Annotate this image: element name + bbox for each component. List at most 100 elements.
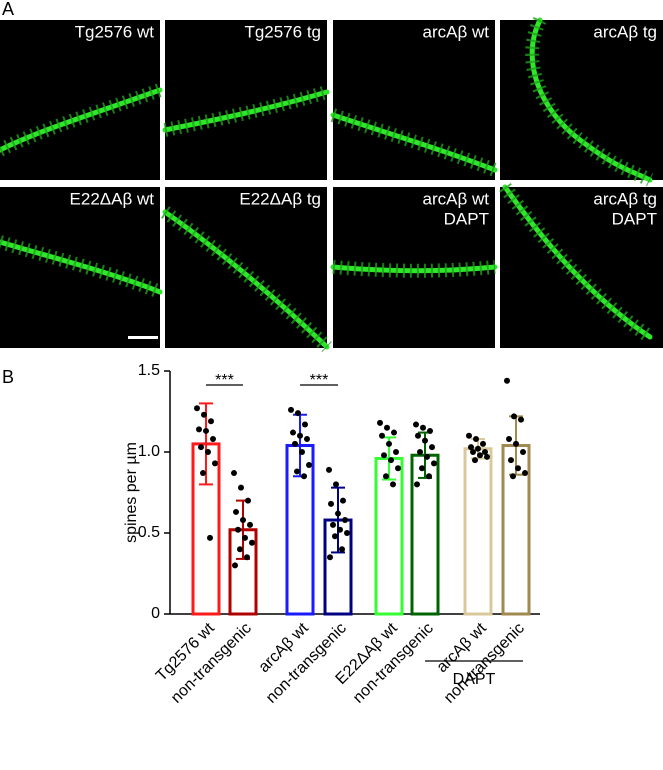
image-label: Tg2576 wt: [75, 22, 155, 41]
data-point: [292, 440, 298, 447]
data-point: [466, 432, 472, 439]
y-tick-label: 1.5: [138, 362, 160, 379]
panel-letter: A: [2, 0, 14, 19]
data-point: [249, 539, 255, 546]
group-label: DAPT: [453, 671, 496, 688]
data-point: [297, 432, 303, 439]
data-point: [504, 377, 510, 384]
y-tick-label: 1.0: [138, 443, 160, 460]
bar: [410, 453, 440, 616]
data-point: [198, 444, 204, 451]
data-point: [301, 473, 307, 480]
data-point: [477, 452, 483, 459]
micrograph: [333, 20, 495, 180]
dendrite-spines: [163, 85, 329, 137]
data-point: [395, 465, 401, 472]
data-point: [482, 449, 488, 455]
data-point: [508, 457, 514, 464]
data-point: [391, 429, 397, 436]
dendrite-spines: [0, 235, 163, 299]
dendrite: [330, 108, 498, 177]
image-label: arcAβ wt: [423, 22, 490, 41]
data-point: [381, 452, 387, 459]
data-point: [337, 526, 343, 533]
data-point: [470, 449, 476, 455]
data-point: [245, 497, 251, 504]
dendrite: [162, 85, 330, 137]
data-point: [429, 444, 435, 451]
data-point: [419, 465, 425, 472]
data-point: [415, 432, 421, 439]
data-point: [390, 481, 396, 488]
data-point: [386, 440, 392, 447]
data-point: [511, 413, 517, 420]
data-point: [472, 457, 478, 464]
dendrite: [160, 206, 332, 353]
data-point: [194, 405, 200, 412]
data-point: [468, 444, 474, 451]
dendrite: [0, 235, 163, 299]
image-label: E22ΔAβ tg: [239, 189, 321, 208]
data-point: [288, 406, 294, 413]
dendrite-spines: [332, 260, 496, 278]
data-point: [427, 427, 433, 434]
significance-label: ***: [310, 372, 329, 389]
image-label: DAPT: [444, 209, 489, 228]
data-point: [417, 449, 423, 455]
data-point: [196, 426, 202, 433]
image-label: Tg2576 tg: [244, 22, 321, 41]
data-point: [327, 554, 333, 561]
data-point: [377, 419, 383, 426]
data-point: [237, 546, 243, 553]
data-point: [233, 508, 239, 515]
data-point: [388, 457, 394, 464]
data-point: [242, 534, 248, 541]
data-point: [480, 440, 486, 447]
data-point: [339, 546, 345, 553]
data-point: [506, 436, 512, 443]
data-point: [383, 473, 389, 480]
data-point: [295, 410, 301, 417]
data-point: [420, 424, 426, 431]
dendrite-shaft: [162, 209, 330, 350]
data-point: [231, 470, 237, 477]
data-point: [422, 437, 428, 444]
data-point: [205, 449, 211, 455]
data-point: [342, 517, 348, 524]
data-point: [520, 449, 526, 455]
image-label: DAPT: [612, 209, 657, 228]
data-point: [431, 460, 437, 467]
data-point: [299, 449, 305, 455]
data-point: [304, 436, 310, 443]
image-label: arcAβ wt: [423, 189, 490, 208]
data-point: [475, 445, 481, 452]
data-point: [522, 470, 528, 477]
data-point: [333, 481, 339, 488]
dendrite: [0, 83, 163, 157]
y-axis-label: spines per µm: [123, 442, 140, 543]
data-point: [379, 432, 385, 439]
data-point: [426, 473, 432, 480]
data-point: [240, 517, 246, 524]
data-point: [328, 500, 334, 507]
dendrite: [525, 16, 654, 187]
data-point: [238, 484, 244, 491]
image-label: E22ΔAβ wt: [70, 189, 155, 208]
data-point: [244, 554, 250, 561]
data-point: [518, 416, 524, 423]
bar: [374, 456, 404, 616]
data-point: [247, 521, 253, 528]
data-point: [212, 460, 218, 467]
data-point: [201, 411, 207, 418]
data-point: [330, 521, 336, 528]
data-point: [294, 468, 300, 475]
scale-bar: [128, 336, 158, 339]
data-point: [203, 427, 209, 434]
data-point: [510, 473, 516, 480]
image-label: arcAβ tg: [593, 189, 657, 208]
data-point: [207, 534, 213, 541]
data-point: [393, 449, 399, 455]
significance-label: ***: [215, 372, 234, 389]
dendrite-spines: [330, 108, 498, 177]
y-tick-label: 0.5: [138, 524, 160, 541]
